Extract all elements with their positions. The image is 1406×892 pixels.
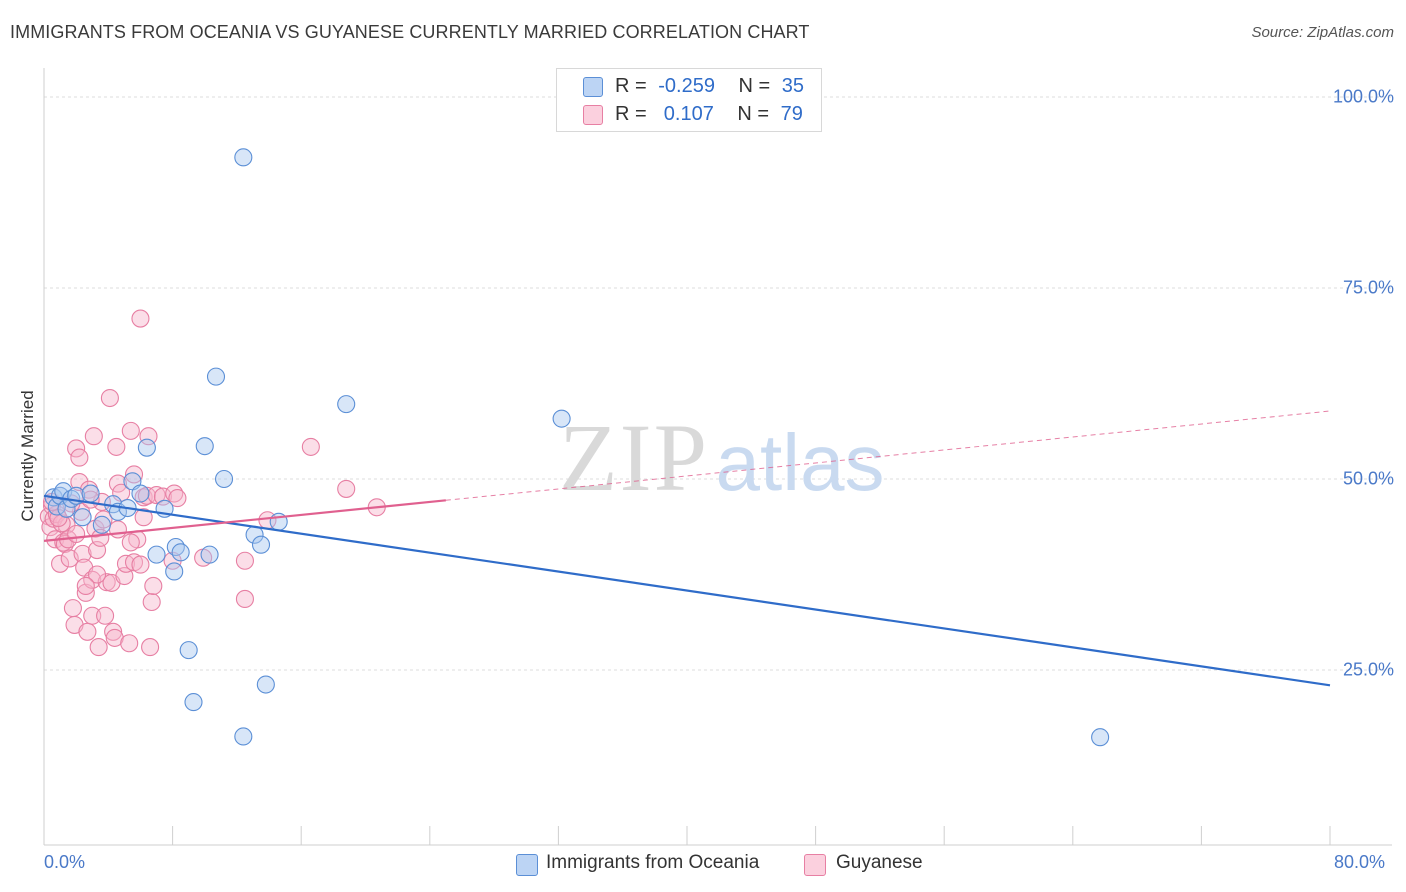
oceania-point bbox=[171, 543, 190, 562]
oceania-point bbox=[131, 484, 150, 503]
legend-swatch-blue bbox=[583, 77, 603, 97]
guyanese-point bbox=[104, 622, 123, 641]
gridlines bbox=[44, 96, 1392, 671]
guyanese-point bbox=[70, 448, 89, 467]
guyanese-point bbox=[121, 421, 140, 440]
oceania-point bbox=[92, 515, 111, 534]
x-tick-min: 0.0% bbox=[44, 852, 86, 872]
oceania-point bbox=[195, 437, 214, 456]
guyanese-point bbox=[84, 427, 103, 446]
oceania-point bbox=[251, 535, 271, 554]
guyanese-point bbox=[107, 437, 126, 456]
oceania-point bbox=[165, 562, 184, 581]
guyanese-point bbox=[131, 555, 150, 574]
guyanese-point bbox=[108, 520, 127, 539]
oceania-point bbox=[57, 499, 76, 518]
legend-r-value: -0.259 bbox=[658, 75, 715, 97]
legend-n-value: 79 bbox=[780, 103, 803, 125]
guyanese-point bbox=[67, 524, 86, 544]
guyanese-point bbox=[124, 465, 144, 484]
guyanese-point bbox=[142, 592, 161, 612]
guyanese-point bbox=[89, 638, 108, 657]
guyanese-point bbox=[63, 599, 82, 618]
oceania-point bbox=[214, 469, 234, 489]
bottom-legend-label: Guyanese bbox=[836, 852, 923, 873]
guyanese-point bbox=[121, 533, 140, 552]
guyanese-point bbox=[100, 388, 119, 408]
guyanese-point bbox=[52, 514, 71, 533]
oceania-point bbox=[234, 148, 253, 167]
guyanese-point bbox=[235, 589, 254, 608]
trend-lines bbox=[43, 410, 1331, 687]
y-tick-label: 100.0% bbox=[1332, 86, 1394, 107]
guyanese-point bbox=[83, 606, 102, 625]
guyanese-trend-line-extension bbox=[445, 410, 1331, 501]
y-tick-label: 25.0% bbox=[1342, 659, 1394, 680]
oceania-point bbox=[200, 545, 219, 564]
oceania-point bbox=[234, 727, 253, 746]
y-tick-label: 75.0% bbox=[1342, 277, 1394, 298]
guyanese-point bbox=[76, 576, 95, 596]
guyanese-point bbox=[141, 638, 160, 657]
oceania-point bbox=[137, 438, 156, 457]
guyanese-point bbox=[96, 606, 115, 625]
watermark-zip: ZIP bbox=[559, 404, 709, 511]
oceania-point bbox=[337, 395, 356, 414]
oceania-point bbox=[206, 367, 226, 386]
guyanese-point bbox=[120, 634, 139, 653]
guyanese-point bbox=[139, 427, 158, 446]
oceania-point bbox=[81, 484, 100, 503]
legend-swatch-pink bbox=[583, 105, 603, 125]
oceania-point bbox=[184, 693, 203, 712]
oceania-trend-line bbox=[43, 494, 1331, 687]
oceania-point bbox=[147, 545, 166, 564]
oceania-point bbox=[1091, 728, 1110, 747]
guyanese-point bbox=[91, 528, 110, 547]
guyanese-point bbox=[70, 473, 89, 492]
guyanese-point bbox=[73, 544, 92, 563]
guyanese-trend-line bbox=[43, 499, 446, 542]
legend-r-value: 0.107 bbox=[658, 103, 714, 125]
guyanese-point bbox=[147, 485, 166, 505]
guyanese-point bbox=[78, 622, 97, 641]
legend-n-label: N = bbox=[738, 75, 771, 97]
source-label: Source: ZipAtlas.com bbox=[1251, 24, 1394, 41]
y-tick-label: 50.0% bbox=[1342, 468, 1394, 489]
bottom-legend-label: Immigrants from Oceania bbox=[546, 852, 760, 873]
guyanese-point bbox=[235, 551, 254, 570]
oceania-point bbox=[179, 641, 198, 660]
watermark-atlas: atlas bbox=[716, 418, 885, 507]
guyanese-points bbox=[39, 309, 386, 657]
watermark: ZIP atlas bbox=[559, 404, 884, 511]
guyanese-point bbox=[51, 554, 70, 573]
oceania-point bbox=[73, 508, 92, 527]
legend-n-label: N = bbox=[737, 103, 770, 125]
axes bbox=[43, 68, 1392, 846]
bottom-legend-swatch-pink bbox=[804, 854, 826, 876]
guyanese-point bbox=[87, 565, 107, 584]
guyanese-point bbox=[337, 479, 356, 498]
guyanese-point bbox=[301, 437, 320, 456]
legend-r-label: R = bbox=[615, 103, 647, 125]
guyanese-point bbox=[168, 489, 187, 508]
legend-r-label: R = bbox=[615, 75, 647, 97]
oceania-point bbox=[256, 675, 275, 694]
guyanese-point bbox=[97, 573, 116, 592]
bottom-legend-swatch-blue bbox=[516, 854, 538, 876]
guyanese-point bbox=[131, 309, 150, 328]
oceania-point bbox=[552, 409, 571, 428]
guyanese-point bbox=[134, 508, 153, 527]
oceania-point bbox=[166, 537, 185, 557]
legend-n-value: 35 bbox=[781, 75, 805, 97]
x-tick-max: 80.0% bbox=[1334, 852, 1386, 872]
stats-legend: R = -0.259 N = 35 R = 0.107 N = 79 bbox=[556, 68, 822, 132]
chart-title: IMMIGRANTS FROM OCEANIA VS GUYANESE CURR… bbox=[10, 22, 810, 42]
guyanese-point bbox=[144, 576, 163, 596]
